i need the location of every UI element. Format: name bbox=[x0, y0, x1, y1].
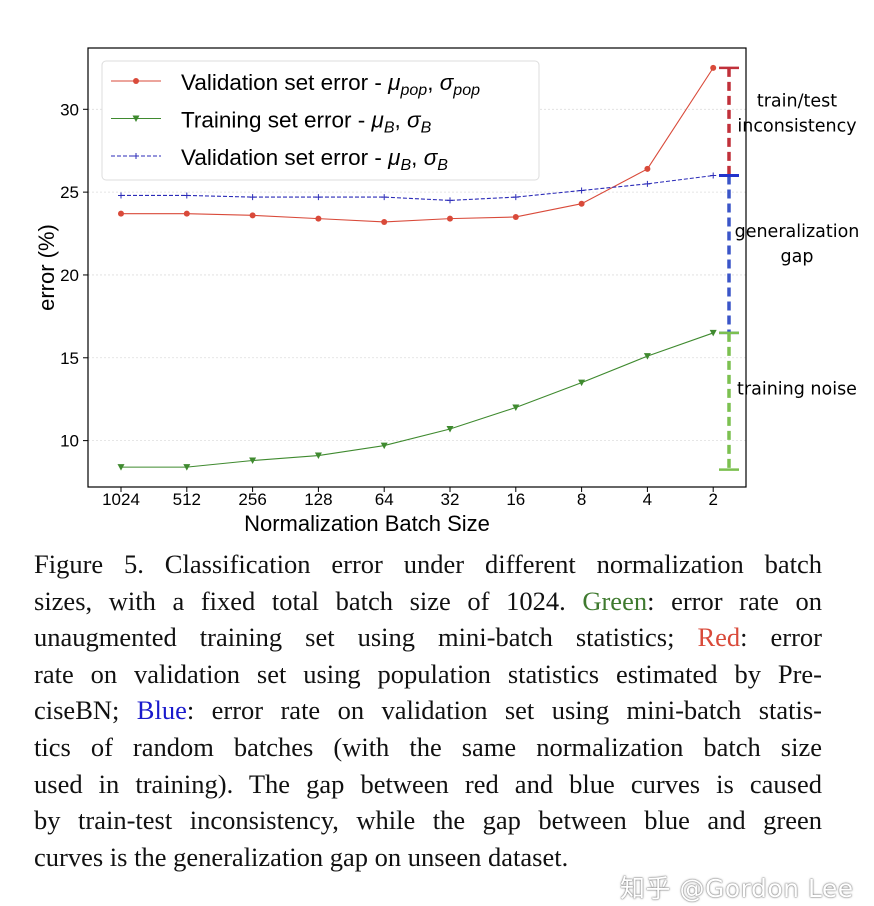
caption-text: by train-test inconsistency, while the g… bbox=[34, 805, 822, 836]
legend-label: Validation set error - μpop, σpop bbox=[181, 70, 480, 99]
x-tick-label: 8 bbox=[577, 490, 586, 509]
caption-text: sizes, with a fixed total batch size of … bbox=[34, 585, 583, 616]
data-point bbox=[446, 426, 454, 433]
data-point bbox=[578, 187, 585, 194]
caption-line: curves is the generalization gap on unse… bbox=[34, 839, 822, 876]
data-point bbox=[249, 212, 256, 219]
watermark: 知乎 @Gordon Lee bbox=[620, 874, 854, 903]
y-axis-label: error (%) bbox=[34, 224, 59, 311]
caption-line: by train-test inconsistency, while the g… bbox=[34, 802, 822, 839]
data-point bbox=[447, 215, 453, 222]
caption-text: rate on validation set using population … bbox=[34, 658, 822, 689]
data-point bbox=[315, 194, 322, 201]
legend-box bbox=[101, 60, 540, 181]
data-point bbox=[183, 464, 191, 471]
caption-text: : error bbox=[740, 622, 823, 653]
data-point bbox=[644, 165, 651, 172]
annotation-label: gap bbox=[781, 247, 814, 267]
data-point bbox=[380, 442, 388, 450]
caption-text: : error rate on bbox=[647, 585, 822, 616]
caption-text: Figure 5. Classification error under dif… bbox=[34, 549, 822, 579]
x-tick-label: 64 bbox=[375, 490, 394, 509]
caption-color-word: Red bbox=[697, 622, 741, 653]
x-axis-label: Normalization Batch Size bbox=[244, 511, 490, 536]
data-point bbox=[709, 329, 717, 337]
x-tick-label: 1024 bbox=[102, 490, 140, 509]
caption-line: used in training). The gap between red a… bbox=[34, 766, 822, 803]
series-2 bbox=[118, 172, 717, 204]
annotation-2: training noise bbox=[719, 331, 857, 471]
caption-line: ciseBN; Blue: error rate on validation s… bbox=[34, 692, 822, 729]
data-point bbox=[133, 78, 139, 84]
error-chart: 10 15 20 25 30 1024 512 256 128 64 32 16 8 4 2 Normaliz… bbox=[34, 47, 860, 536]
series-line bbox=[121, 175, 714, 201]
caption-line: unaugmented training set using mini-batc… bbox=[34, 619, 822, 656]
caption-text: ciseBN; bbox=[34, 695, 137, 726]
caption-line: tics of random batches (with the same no… bbox=[34, 729, 822, 766]
data-point bbox=[118, 192, 124, 199]
series-1 bbox=[117, 329, 717, 471]
data-point bbox=[381, 194, 388, 201]
legend-label: Training set error - μB, σB bbox=[181, 108, 432, 137]
series-line bbox=[121, 332, 714, 468]
data-point bbox=[710, 64, 717, 71]
caption-color-word: Blue bbox=[136, 695, 187, 726]
data-point bbox=[132, 115, 140, 122]
caption-text: : error rate on validation set using min… bbox=[186, 695, 823, 726]
annotation-0: train/test inconsistency bbox=[719, 66, 857, 177]
caption-text: used in training). The gap between red a… bbox=[34, 768, 822, 799]
x-tick-label: 2 bbox=[708, 490, 717, 509]
series-0 bbox=[118, 64, 717, 225]
data-point bbox=[249, 457, 257, 464]
caption-line: sizes, with a fixed total batch size of … bbox=[34, 583, 822, 620]
y-tick-label: 15 bbox=[60, 349, 79, 368]
plot-frame bbox=[87, 47, 747, 488]
data-point bbox=[512, 194, 519, 201]
y-tick-label: 20 bbox=[60, 266, 79, 285]
legend-label: Validation set error - μB, σB bbox=[181, 145, 448, 174]
data-point bbox=[644, 180, 651, 187]
x-tick-label: 128 bbox=[304, 490, 332, 509]
data-point bbox=[512, 213, 519, 220]
data-point bbox=[314, 452, 322, 460]
caption-text: curves is the generalization gap on unse… bbox=[34, 841, 569, 872]
figure-caption: Figure 5. Classification error under dif… bbox=[34, 546, 822, 875]
x-tick-label: 16 bbox=[506, 490, 525, 509]
annotation-label: generalization bbox=[735, 222, 860, 242]
x-tick-label: 512 bbox=[173, 490, 201, 509]
data-point bbox=[447, 197, 453, 204]
caption-text: tics of random batches (with the same no… bbox=[34, 731, 822, 762]
caption-text: unaugmented training set using mini-batc… bbox=[34, 622, 698, 653]
annotation-1: generalization gap bbox=[719, 174, 860, 335]
data-point bbox=[578, 200, 585, 207]
data-point bbox=[512, 404, 520, 411]
legend: Validation set error - μpop, σpop Trainin… bbox=[101, 60, 540, 181]
data-point bbox=[710, 172, 717, 179]
annotation-label: training noise bbox=[737, 379, 857, 399]
annotation-label: train/test bbox=[757, 92, 837, 112]
data-point bbox=[315, 215, 322, 222]
data-point bbox=[249, 194, 256, 201]
data-point bbox=[643, 353, 651, 360]
data-point bbox=[117, 464, 125, 471]
data-point bbox=[183, 192, 190, 199]
data-point bbox=[183, 210, 190, 217]
y-tick-label: 30 bbox=[60, 100, 79, 119]
x-tick-label: 256 bbox=[238, 490, 266, 509]
y-tick-label: 25 bbox=[60, 183, 79, 202]
caption-color-word: Green bbox=[582, 585, 648, 616]
annotation-label: inconsistency bbox=[737, 117, 856, 137]
y-tick-label: 10 bbox=[60, 432, 79, 451]
caption-line: rate on validation set using population … bbox=[34, 656, 822, 693]
data-point bbox=[133, 153, 139, 159]
data-point bbox=[381, 218, 388, 225]
data-point bbox=[118, 210, 124, 217]
series-line bbox=[121, 67, 714, 223]
x-tick-label: 32 bbox=[441, 490, 460, 509]
caption-line: Figure 5. Classification error under dif… bbox=[34, 546, 822, 583]
data-point bbox=[578, 379, 586, 387]
x-tick-label: 4 bbox=[643, 490, 652, 509]
